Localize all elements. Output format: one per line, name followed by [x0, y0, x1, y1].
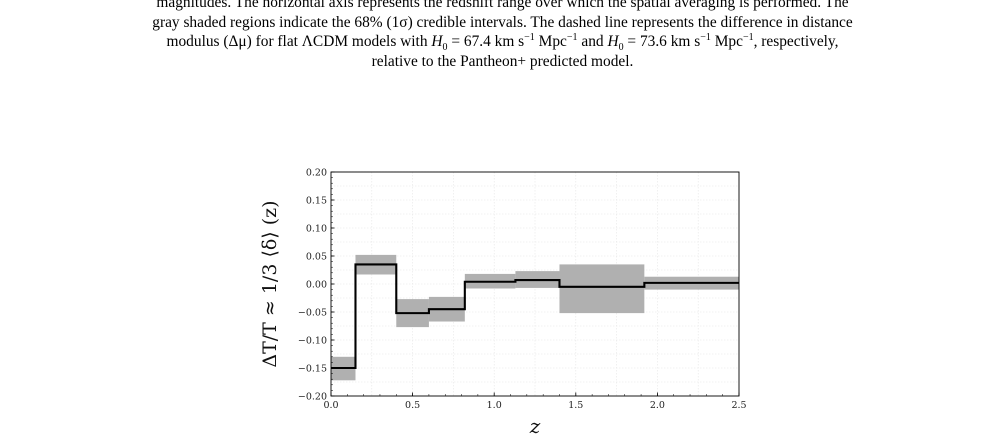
x-tick-label-0.0: 0.0 — [323, 400, 338, 411]
y-tick-label-3: 0.05 — [306, 251, 327, 262]
y-tick-label-0: 0.20 — [306, 167, 327, 178]
x-tick-label-2.5: 2.5 — [731, 400, 746, 411]
caption-line-2: gray shaded regions indicate the 68% (1σ… — [152, 13, 853, 31]
y-tick-label-2: 0.10 — [306, 223, 327, 234]
step-series — [331, 263, 739, 370]
y-axis-label: ΔT/T ≈ 1/3 ⟨δ⟩ (z) — [259, 200, 281, 367]
y-tick-label-7: −0.15 — [298, 363, 327, 374]
y-tick-label-6: −0.10 — [298, 335, 327, 346]
y-tick-label-4: 0.00 — [306, 279, 327, 290]
caption-line-1: magnitudes. The horizontal axis represen… — [156, 0, 849, 11]
x-axis-label: z — [529, 414, 541, 438]
x-tick-label-0.5: 0.5 — [405, 400, 420, 411]
x-axis-ticks: 0.0 0.5 1.0 1.5 2.0 2.5 — [323, 392, 747, 411]
y-axis-ticks: 0.20 0.15 0.10 0.05 0.00 −0.05 −0.10 −0.15 −0.20 — [298, 167, 335, 402]
caption-line-3: modulus (Δμ) for flat ΛCDM models with H… — [166, 31, 839, 54]
caption-line-4: relative to the Pantheon+ predicted mode… — [371, 52, 634, 70]
y-tick-label-5: −0.05 — [298, 307, 327, 318]
y-tick-label-8: −0.20 — [298, 391, 327, 402]
x-tick-label-2.0: 2.0 — [650, 400, 665, 411]
y-tick-label-1: 0.15 — [306, 195, 327, 206]
figure-caption: magnitudes. The horizontal axis represen… — [0, 0, 1005, 71]
x-tick-label-1.5: 1.5 — [568, 400, 583, 411]
x-tick-label-1.0: 1.0 — [487, 400, 502, 411]
credible-band-7 — [559, 264, 645, 314]
step-line — [331, 263, 739, 370]
